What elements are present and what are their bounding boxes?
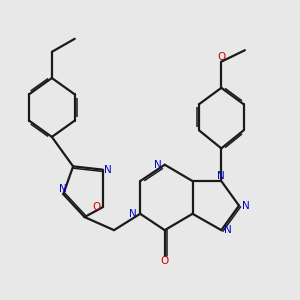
- Text: O: O: [160, 256, 169, 266]
- Text: N: N: [103, 165, 111, 175]
- Text: N: N: [218, 171, 225, 181]
- Text: N: N: [242, 201, 250, 211]
- Text: N: N: [224, 225, 232, 235]
- Text: N: N: [59, 184, 67, 194]
- Text: N: N: [129, 209, 137, 219]
- Text: O: O: [217, 52, 225, 62]
- Text: N: N: [154, 160, 162, 170]
- Text: O: O: [92, 202, 101, 212]
